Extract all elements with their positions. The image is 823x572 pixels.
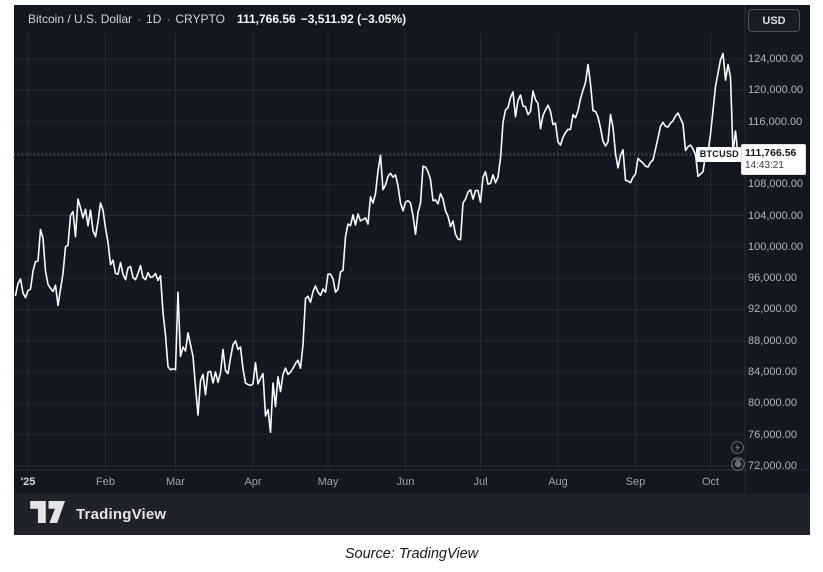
flag-countdown: 14:43:21 (745, 160, 784, 171)
currency-toggle-button[interactable]: USD (748, 9, 800, 32)
attribution-bar[interactable]: TradingView (14, 494, 810, 535)
time-tick-label: Aug (548, 476, 568, 488)
price-scale[interactable]: 124,000.00120,000.00116,000.00112,000.00… (745, 5, 810, 472)
interval-label[interactable]: 1D (146, 12, 162, 26)
price-tick-label: 96,000.00 (748, 272, 797, 285)
tradingview-chart-widget: Bitcoin / U.S. Dollar · 1D · CRYPTO 111,… (14, 5, 810, 535)
time-tick-label: Feb (96, 476, 115, 488)
price-tick-label: 80,000.00 (748, 397, 797, 410)
time-tick-label: Mar (166, 476, 185, 488)
time-tick-label: Oct (701, 476, 720, 488)
time-tick-label: Jun (396, 476, 415, 488)
price-tick-label: 92,000.00 (748, 303, 797, 316)
flag-price: 111,766.56 (745, 147, 797, 159)
separator-dot: · (137, 12, 142, 26)
price-line-chart[interactable] (14, 5, 810, 494)
brand-name[interactable]: TradingView (76, 506, 167, 523)
time-tick-label: Jul (473, 476, 488, 488)
source-caption: Source: TradingView (344, 546, 479, 562)
price-change-value: −3,511.92 (−3.05%) (300, 12, 407, 26)
time-scale[interactable]: '25 Feb Mar Apr May Jun Jul Aug Sep Oct (14, 470, 745, 494)
price-tick-label: 108,000.00 (748, 178, 804, 191)
symbol-title[interactable]: Bitcoin / U.S. Dollar (28, 12, 133, 26)
flash-refresh-icon[interactable] (730, 440, 746, 455)
chart-quick-actions (730, 440, 746, 472)
price-tick-label: 120,000.00 (748, 84, 804, 97)
price-tick-label: 72,000.00 (748, 460, 797, 472)
price-tick-label: 84,000.00 (748, 366, 797, 379)
price-tick-label: 100,000.00 (748, 240, 804, 253)
price-tick-label: 104,000.00 (748, 209, 804, 222)
separator-dot: · (166, 12, 171, 26)
chart-area[interactable]: Bitcoin / U.S. Dollar · 1D · CRYPTO 111,… (14, 5, 810, 494)
price-tick-label: 88,000.00 (748, 334, 797, 347)
chart-header: Bitcoin / U.S. Dollar · 1D · CRYPTO 111,… (28, 12, 406, 26)
time-tick-label: '25 (20, 476, 36, 488)
time-tick-label: Sep (625, 476, 646, 488)
tradingview-logo-icon[interactable] (30, 501, 67, 528)
flag-symbol: BTCUSD (699, 149, 739, 159)
time-tick-label: Apr (244, 476, 262, 488)
price-tick-label: 76,000.00 (748, 428, 797, 441)
symbol-price-flag: BTCUSD (695, 147, 743, 162)
exchange-label: CRYPTO (175, 12, 225, 26)
last-price-flag: 111,766.56 14:43:21 (741, 144, 806, 175)
time-tick-label: May (317, 476, 339, 488)
price-tick-label: 116,000.00 (748, 115, 803, 128)
price-tick-label: 124,000.00 (748, 53, 804, 65)
last-price-value: 111,766.56 (236, 12, 296, 26)
camera-snapshot-icon[interactable] (730, 456, 746, 472)
